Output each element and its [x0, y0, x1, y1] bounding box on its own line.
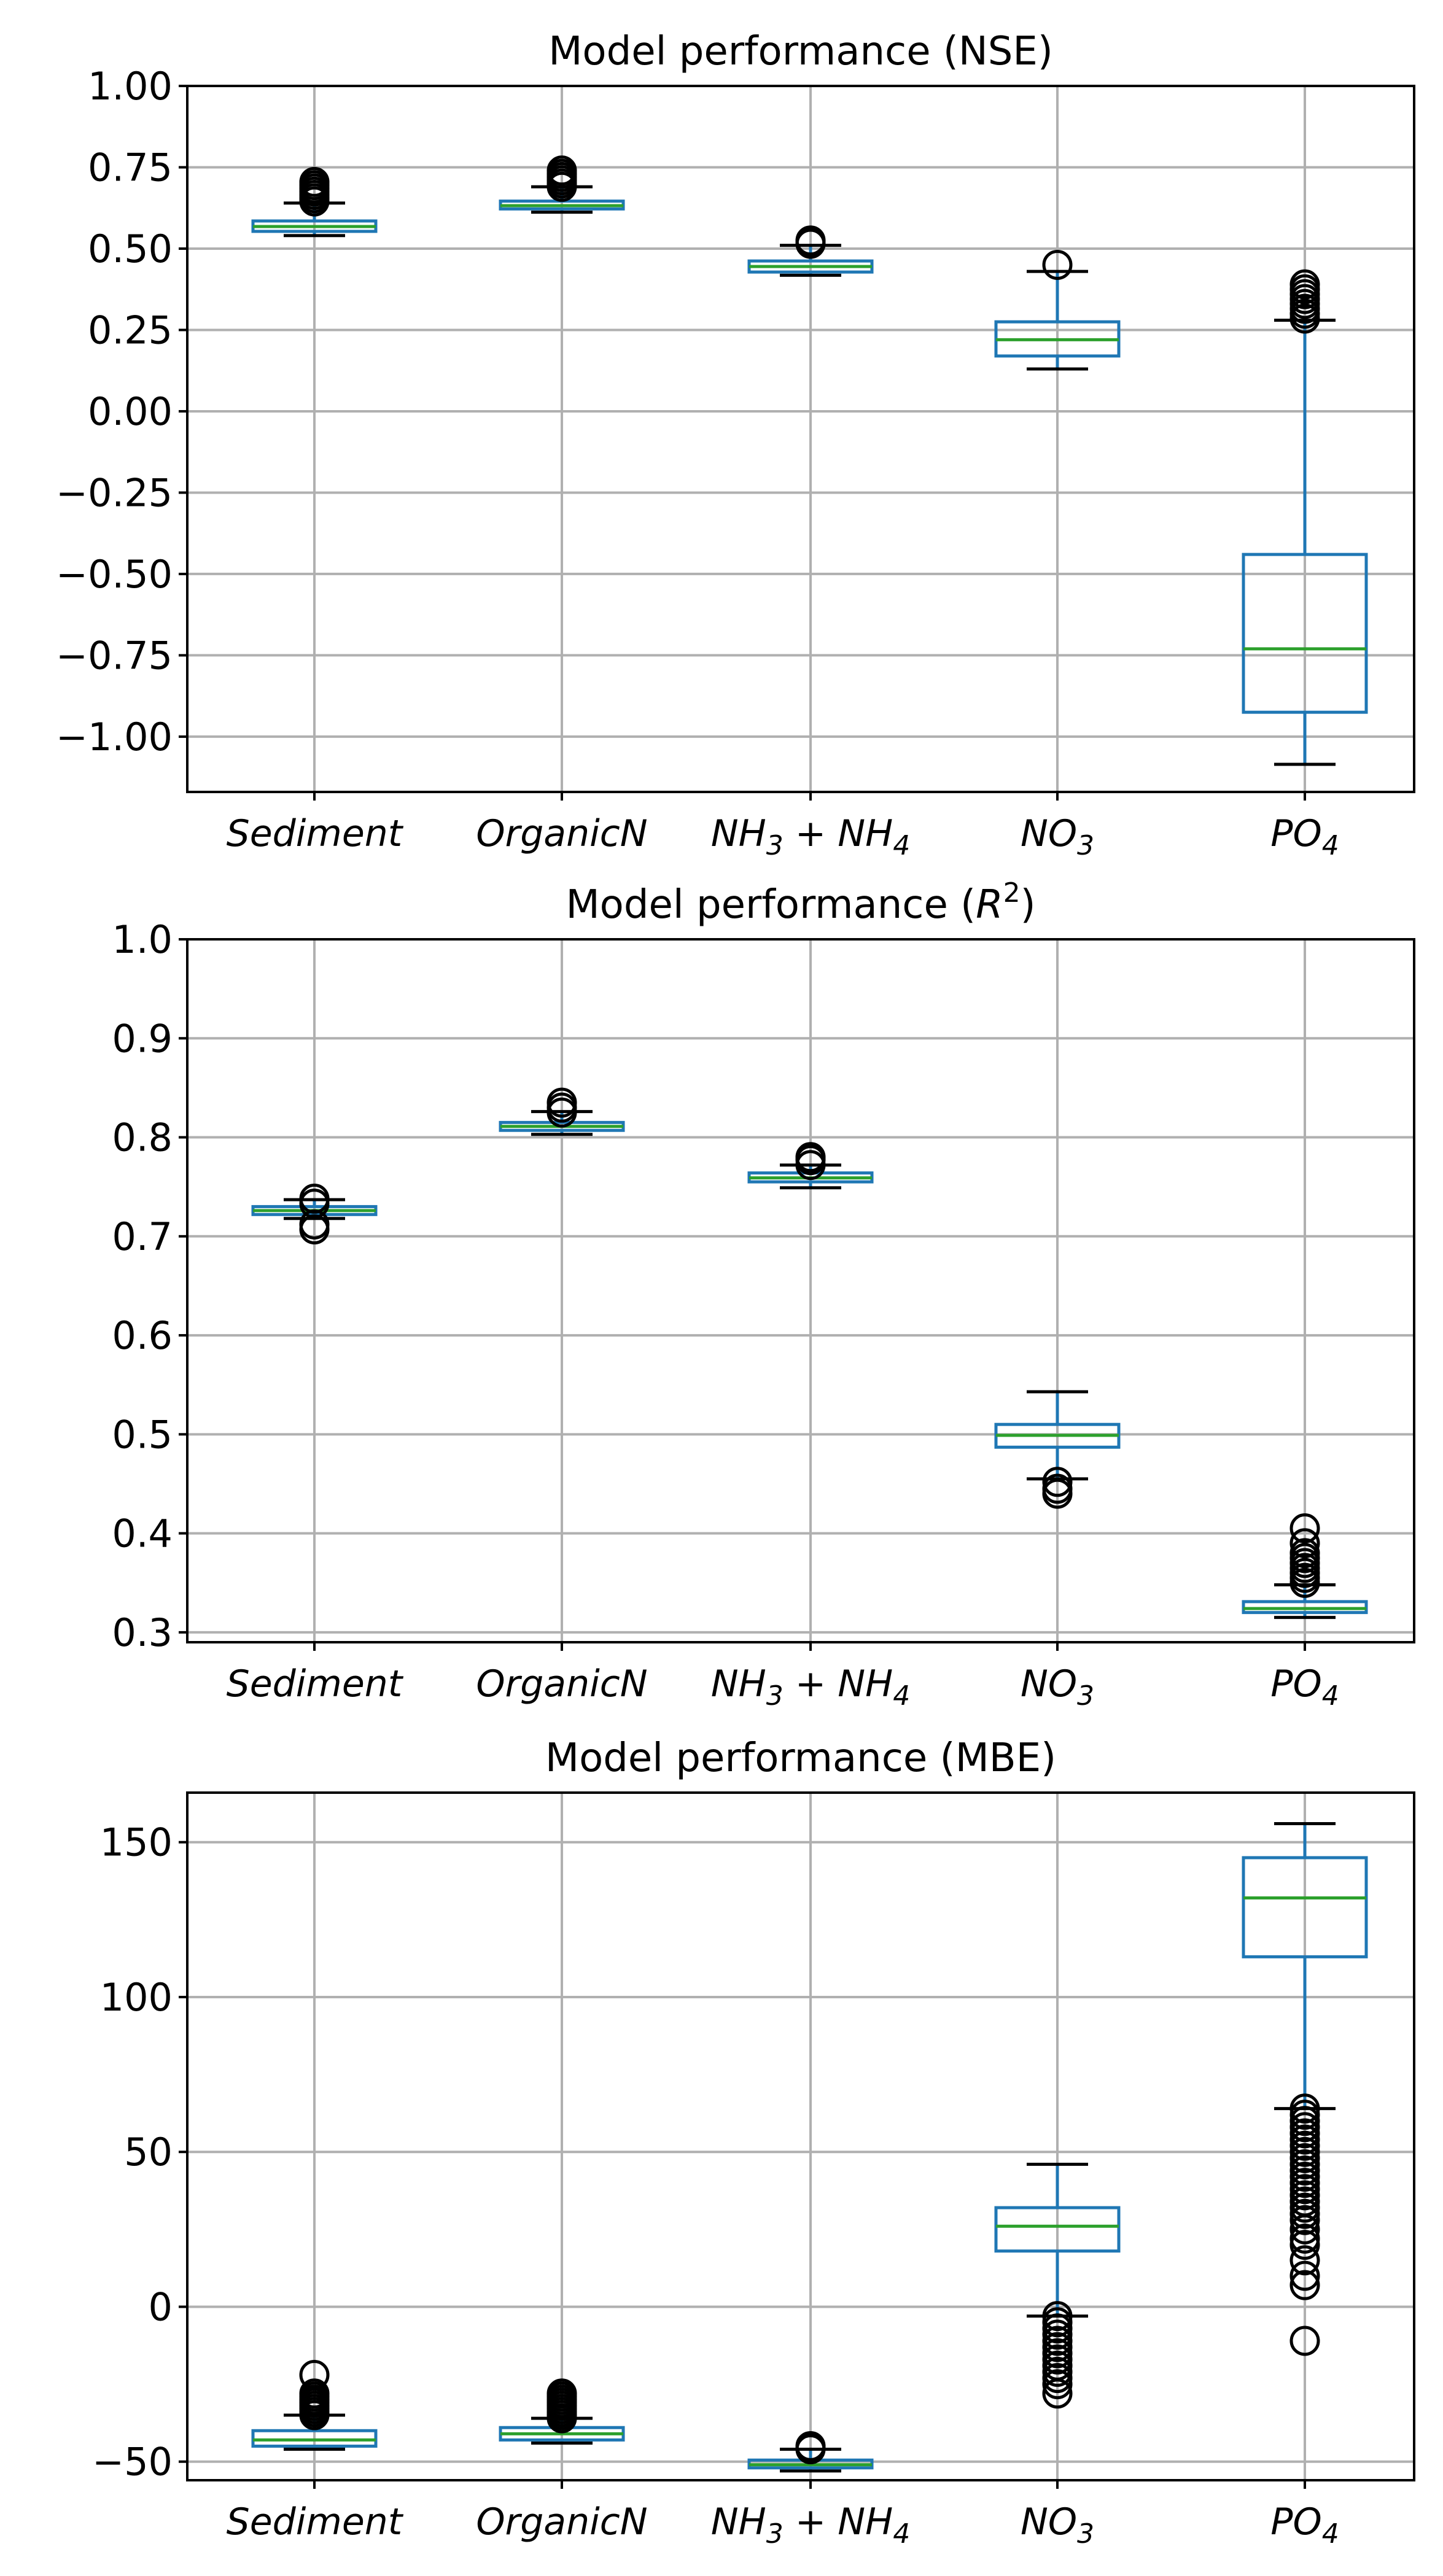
panel-2-xtick-label-sediment: Sediment — [227, 2500, 404, 2543]
chart-title: Model performance (R2) — [566, 877, 1035, 928]
panel-2-xtick-label-organicn: OrganicN — [476, 2500, 647, 2543]
box-nh3-nh4 — [747, 1142, 874, 1190]
ytick-label: 0.75 — [88, 145, 173, 190]
ytick-label: −1.00 — [56, 715, 173, 759]
box-sediment — [251, 166, 378, 238]
ytick-label: 0.3 — [112, 1610, 173, 1655]
chart-panel-model-performance-mbe: Model performance (MBE) −50 0 50 100 150 Sedim… — [92, 1736, 1415, 2550]
box-organicn — [499, 2378, 625, 2445]
chart-title: Model performance (NSE) — [548, 29, 1053, 74]
panel-1-xtick-label-organicn: OrganicN — [476, 1662, 647, 1705]
panel-2-xtick-label-nh3-nh4: NH3 + NH4 — [711, 2500, 910, 2550]
flier-point — [1289, 1538, 1320, 1569]
flier-point — [1042, 249, 1073, 280]
panel-1-xtick-label-po4: PO4 — [1270, 1662, 1339, 1712]
box-iqr — [994, 2206, 1121, 2253]
flier-point — [1289, 1528, 1320, 1559]
chart-title: Model performance (MBE) — [545, 1736, 1056, 1781]
ytick-label: 150 — [100, 1820, 173, 1865]
flier-point — [1289, 2214, 1320, 2244]
flier-point — [1042, 2369, 1073, 2400]
ytick-label: 1.0 — [112, 917, 173, 962]
ytick-label: −0.25 — [56, 470, 173, 515]
flier-point — [1289, 2260, 1320, 2291]
flier-point — [795, 1142, 826, 1173]
plot-frame — [186, 1791, 1415, 2481]
ytick-label: 0.8 — [112, 1115, 173, 1160]
panel-1-xtick-label-no3: NO3 — [1021, 1662, 1094, 1712]
ytick-label: 0 — [149, 2284, 173, 2329]
flier-point — [1042, 1473, 1073, 1504]
box-po4 — [1242, 1513, 1368, 1620]
panel-0-xtick-label-nh3-nh4: NH3 + NH4 — [711, 812, 910, 861]
panel-0-xtick-label-no3: NO3 — [1021, 812, 1094, 861]
flier-point — [795, 2431, 826, 2462]
panel-0-xtick-label-organicn: OrganicN — [476, 812, 647, 855]
box-iqr — [1242, 553, 1368, 714]
flier-point — [299, 166, 330, 197]
ytick-label: 1.00 — [88, 64, 173, 109]
flier-point — [1289, 2326, 1320, 2356]
plot-frame — [186, 85, 1415, 793]
ytick-label: 0.5 — [112, 1412, 173, 1457]
flier-point — [546, 155, 577, 186]
box-iqr — [1242, 1856, 1368, 1958]
panel-0-xtick-label-sediment: Sediment — [227, 812, 404, 855]
ytick-label: 0.9 — [112, 1016, 173, 1061]
ytick-label: −50 — [92, 2440, 173, 2485]
box-nh3-nh4 — [747, 2431, 874, 2473]
plot-frame — [186, 938, 1415, 1643]
ytick-label: 0.6 — [112, 1313, 173, 1358]
flier-point — [299, 1184, 330, 1214]
flier-point — [1289, 269, 1320, 300]
box-no3 — [994, 249, 1121, 371]
ytick-label: 0.00 — [88, 389, 173, 434]
ytick-label: 100 — [100, 1975, 173, 2020]
chart-panel-model-performance-nse: Model performance (NSE) −1.00 −0.75 −0.50 −0… — [56, 29, 1415, 861]
flier-point — [1289, 2270, 1320, 2300]
flier-point — [546, 1087, 577, 1118]
chart-panel-model-performance-r-2: Model performance (R2) 0.3 0.4 0.5 0.6 0.7 0.8… — [112, 877, 1415, 1712]
box-no3 — [994, 2162, 1121, 2409]
flier-point — [299, 2378, 330, 2409]
flier-point — [1289, 2245, 1320, 2276]
ytick-label: 50 — [124, 2130, 173, 2174]
flier-point — [299, 2359, 330, 2390]
box-iqr — [251, 2429, 378, 2448]
box-no3 — [994, 1390, 1121, 1509]
ytick-label: 0.25 — [88, 308, 173, 352]
box-organicn — [499, 155, 625, 214]
ytick-label: 0.50 — [88, 227, 173, 271]
flier-point — [795, 225, 826, 256]
ytick-label: 0.4 — [112, 1511, 173, 1556]
box-nh3-nh4 — [747, 225, 874, 277]
flier-point — [1289, 1513, 1320, 1544]
panel-2-xtick-label-no3: NO3 — [1021, 2500, 1094, 2550]
ytick-label: 0.7 — [112, 1214, 173, 1259]
flier-point — [546, 2378, 577, 2409]
flier-point — [1289, 2230, 1320, 2260]
box-sediment — [251, 1184, 378, 1245]
panel-1-xtick-label-sediment: Sediment — [227, 1662, 404, 1705]
box-sediment — [251, 2359, 378, 2451]
panel-0-xtick-label-po4: PO4 — [1270, 812, 1339, 861]
panel-1-xtick-label-nh3-nh4: NH3 + NH4 — [711, 1662, 910, 1712]
box-organicn — [499, 1087, 625, 1136]
flier-point — [1289, 2205, 1320, 2235]
box-po4 — [1242, 1821, 1368, 2356]
ytick-label: −0.50 — [56, 552, 173, 597]
flier-point — [1042, 2378, 1073, 2409]
ytick-label: −0.75 — [56, 633, 173, 678]
flier-point — [1042, 1467, 1073, 1497]
box-po4 — [1242, 269, 1368, 766]
panel-2-xtick-label-po4: PO4 — [1270, 2500, 1339, 2550]
